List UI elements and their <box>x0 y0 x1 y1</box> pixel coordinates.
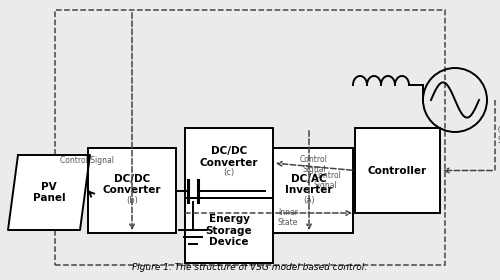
Text: Grid
State: Grid State <box>498 125 500 145</box>
Bar <box>185 198 273 263</box>
Polygon shape <box>8 155 90 230</box>
Text: Controller: Controller <box>368 165 427 176</box>
Text: DC/DC
Converter: DC/DC Converter <box>103 174 161 195</box>
Bar <box>55 10 445 265</box>
Text: (b): (b) <box>126 196 138 205</box>
Bar <box>265 148 353 233</box>
Text: DC/AC
Inverter: DC/AC Inverter <box>285 174 333 195</box>
Text: DC/DC
Converter: DC/DC Converter <box>200 146 258 168</box>
Text: Control
Signal: Control Signal <box>300 155 328 174</box>
Bar <box>355 128 440 213</box>
Text: Energy
Storage
Device: Energy Storage Device <box>206 214 252 247</box>
Bar <box>88 148 176 233</box>
Text: (a): (a) <box>303 196 315 205</box>
Text: Figure 1. The structure of VSG model based control.: Figure 1. The structure of VSG model bas… <box>132 263 368 272</box>
Text: Control
Signal: Control Signal <box>314 171 342 190</box>
Bar <box>185 128 273 198</box>
Text: (c): (c) <box>224 169 234 178</box>
Text: PV
Panel: PV Panel <box>32 182 66 203</box>
Text: Inner
State: Inner State <box>278 208 298 227</box>
Text: Control Signal: Control Signal <box>60 156 114 165</box>
